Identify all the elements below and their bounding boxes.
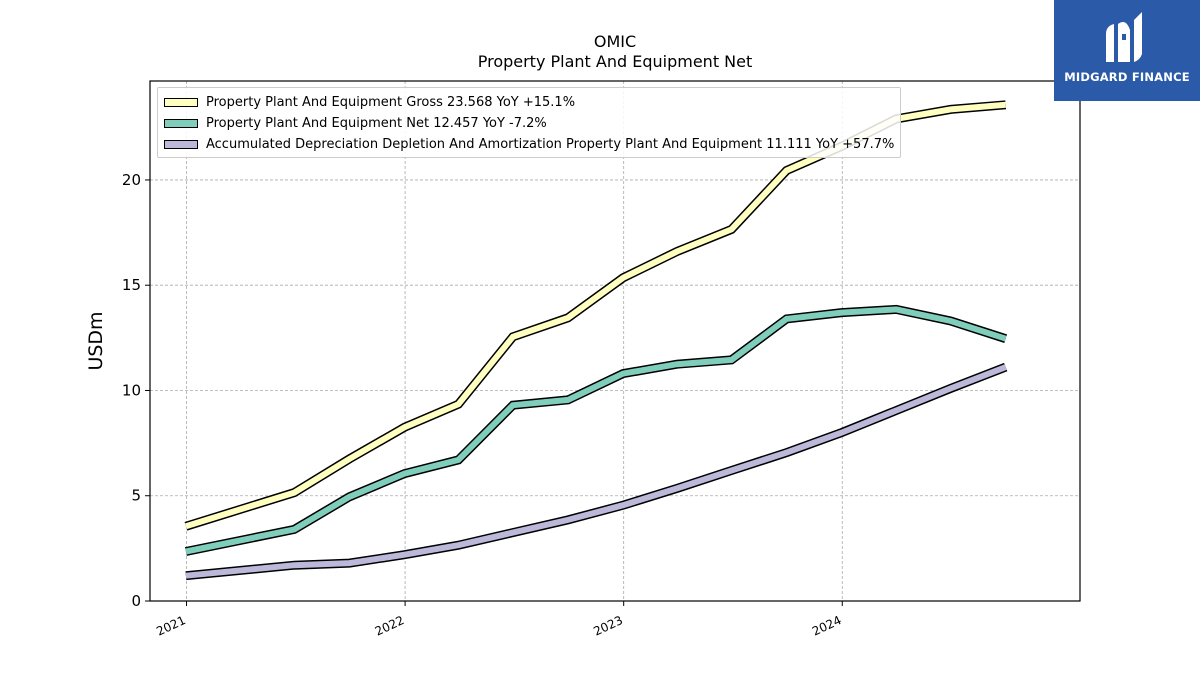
grid-lines [150,81,1080,601]
logo-text: MIDGARD FINANCE [1064,70,1190,84]
legend-swatch-gross [164,98,198,107]
legend-label-depreciation: Accumulated Depreciation Depletion And A… [206,137,895,152]
legend-label-net: Property Plant And Equipment Net 12.457 … [206,116,547,131]
y-tick-label: 5 [131,487,141,505]
legend-item-net: Property Plant And Equipment Net 12.457 … [164,113,894,134]
series-outline-2 [185,362,1008,581]
legend-item-depreciation: Accumulated Depreciation Depletion And A… [164,134,894,155]
midgard-finance-logo: MIDGARD FINANCE [1054,0,1200,101]
legend-swatch-depreciation [164,140,198,149]
legend-label-gross: Property Plant And Equipment Gross 23.56… [206,95,576,110]
chart-title: OMIC [593,32,637,51]
x-tick-label: 2022 [373,613,407,639]
series-outline-0 [184,100,1007,531]
x-tick-label: 2024 [810,613,844,639]
series-line-2 [185,364,1007,579]
legend: Property Plant And Equipment Gross 23.56… [157,87,902,158]
series-layer [184,100,1008,581]
series-line-0 [185,101,1006,530]
y-tick-label: 10 [122,381,141,399]
x-tick-label: 2023 [591,613,625,639]
plot-area-frame [149,80,1081,602]
y-axis-label: USDm [85,311,107,370]
y-tick-label: 20 [122,171,141,189]
x-tick-label: 2021 [154,613,188,639]
series-line-1 [185,306,1007,555]
chart-subtitle: Property Plant And Equipment Net [477,52,753,71]
y-tick-label: 15 [122,276,141,294]
legend-item-gross: Property Plant And Equipment Gross 23.56… [164,92,894,113]
legend-swatch-net [164,119,198,128]
logo-mark-icon [1106,12,1142,62]
y-tick-label: 0 [131,592,141,610]
